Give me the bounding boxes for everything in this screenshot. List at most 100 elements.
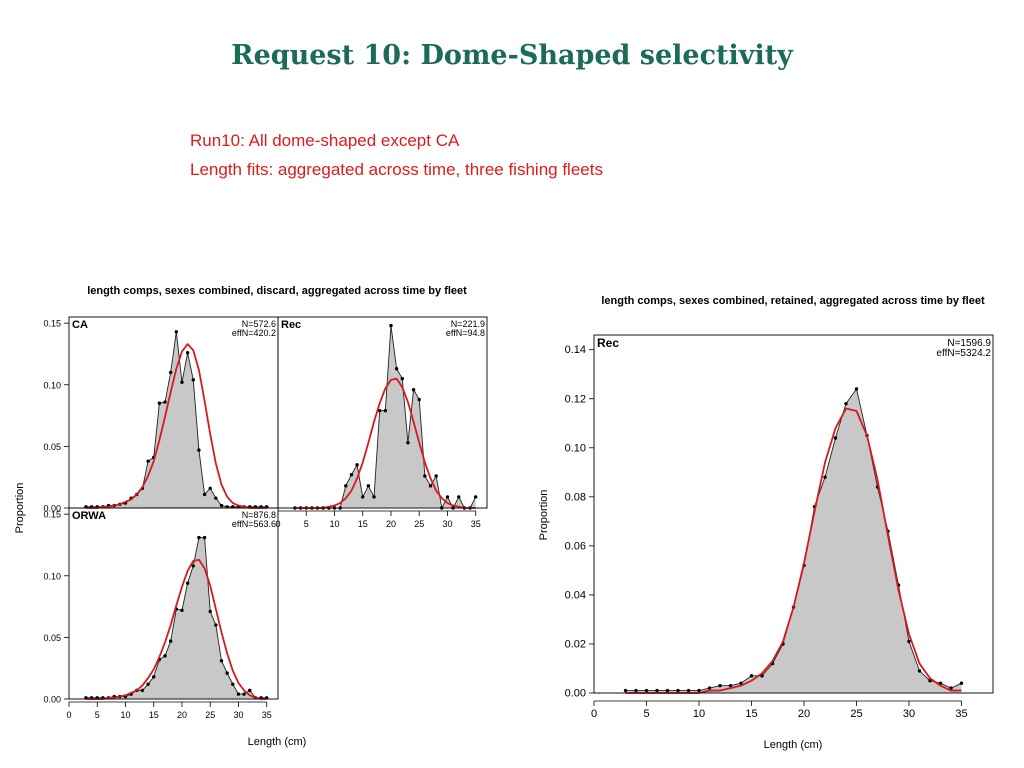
n-label: N=221.9: [451, 319, 485, 329]
observed-point: [180, 608, 184, 612]
observed-point: [344, 484, 348, 488]
observed-point: [191, 378, 195, 382]
observed-point: [457, 495, 461, 499]
effn-label: effN=420.2: [232, 328, 276, 338]
effn-label: effN=94.8: [446, 328, 485, 338]
x-tick-label: 30: [903, 708, 915, 720]
x-tick-label: 15: [745, 708, 757, 720]
observed-point: [197, 535, 201, 540]
observed-point: [140, 688, 145, 693]
subtitle-line-fits: Length fits: aggregated across time, thr…: [190, 160, 603, 179]
x-tick-label: 25: [414, 519, 424, 529]
retained-figure-title: length comps, sexes combined, retained, …: [601, 295, 985, 307]
y-tick-label: 0.10: [43, 571, 61, 581]
observed-point: [644, 688, 649, 693]
observed-point: [833, 436, 838, 440]
observed-point: [157, 401, 162, 405]
slide-subtitle: Run10: All dome-shaped except CA Length …: [190, 126, 603, 184]
observed-point: [242, 692, 246, 696]
observed-point: [474, 495, 478, 499]
observed-point: [697, 688, 701, 693]
observed-area: [294, 325, 476, 508]
observed-area: [85, 331, 267, 508]
slide-title: Request 10: Dome-Shaped selectivity: [231, 40, 793, 71]
subtitle-line-run: Run10: All dome-shaped except CA: [190, 131, 460, 150]
panel-label: ORWA: [72, 510, 106, 522]
observed-point: [168, 370, 173, 375]
observed-point: [417, 397, 421, 402]
y-tick-label: 0.05: [43, 633, 61, 643]
effn-label: effN=563.6: [232, 519, 276, 529]
x-tick-label: 10: [120, 710, 130, 720]
n-label: N=1596.9: [947, 338, 991, 349]
x-tick-label: 10: [693, 708, 705, 720]
observed-point: [248, 688, 252, 693]
observed-point: [219, 659, 224, 663]
fit-line: [85, 558, 267, 700]
observed-point: [749, 674, 754, 678]
x-tick-label: 5: [304, 519, 309, 529]
observed-point: [739, 681, 743, 685]
observed-point: [728, 683, 733, 688]
observed-point: [361, 495, 365, 499]
fit-line: [85, 343, 267, 509]
retained-x-axis-label: Length (cm): [764, 739, 823, 751]
x-tick-label: 35: [262, 710, 272, 720]
x-tick-label: 35: [471, 519, 481, 529]
y-tick-label: 0.14: [565, 344, 586, 356]
x-tick-label: 20: [386, 519, 396, 529]
y-tick-label: 0.06: [565, 540, 586, 552]
y-tick-label: 0.10: [565, 442, 586, 454]
observed-area: [85, 537, 267, 699]
n-label: N=572.6: [242, 319, 276, 329]
observed-point: [959, 681, 964, 685]
x-tick-label: 10: [329, 519, 339, 529]
panel-frame: [277, 316, 488, 509]
panel-label: Rec: [597, 336, 619, 350]
observed-point: [665, 688, 670, 693]
observed-point: [854, 387, 859, 391]
x-tick-label: 0: [66, 710, 71, 720]
observed-point: [349, 473, 354, 477]
observed-point: [434, 474, 438, 478]
observed-point: [823, 475, 827, 479]
y-tick-label: 0.02: [565, 638, 586, 650]
observed-point: [623, 688, 628, 693]
observed-point: [377, 408, 382, 413]
observed-point: [202, 492, 207, 497]
panel-frame: [593, 334, 994, 694]
observed-point: [163, 400, 167, 404]
discard-x-axis-label: Length (cm): [248, 736, 307, 748]
observed-point: [907, 639, 911, 644]
y-tick-label: 0.04: [565, 589, 586, 601]
observed-point: [236, 692, 241, 696]
observed-area: [625, 388, 962, 693]
x-tick-label: 25: [850, 708, 862, 720]
observed-point: [231, 682, 235, 686]
observed-point: [152, 675, 156, 679]
observed-point: [383, 408, 388, 413]
observed-point: [355, 463, 359, 467]
observed-point: [389, 323, 393, 328]
n-label: N=876.8: [242, 510, 276, 520]
y-tick-label: 0.10: [43, 380, 61, 390]
x-tick-label: 25: [205, 710, 215, 720]
observed-point: [146, 459, 150, 463]
observed-point: [214, 496, 218, 500]
y-tick-label: 0.05: [43, 442, 61, 452]
panel-frame: [68, 507, 279, 700]
observed-point: [445, 495, 450, 499]
observed-point: [366, 484, 371, 488]
y-tick-label: 0.00: [43, 504, 61, 514]
observed-point: [917, 669, 922, 673]
observed-point: [394, 367, 399, 371]
x-tick-label: 20: [177, 710, 187, 720]
y-tick-label: 0.00: [43, 695, 61, 705]
observed-point: [146, 682, 150, 686]
observed-point: [214, 623, 218, 627]
observed-point: [185, 351, 190, 355]
x-tick-label: 15: [358, 519, 368, 529]
